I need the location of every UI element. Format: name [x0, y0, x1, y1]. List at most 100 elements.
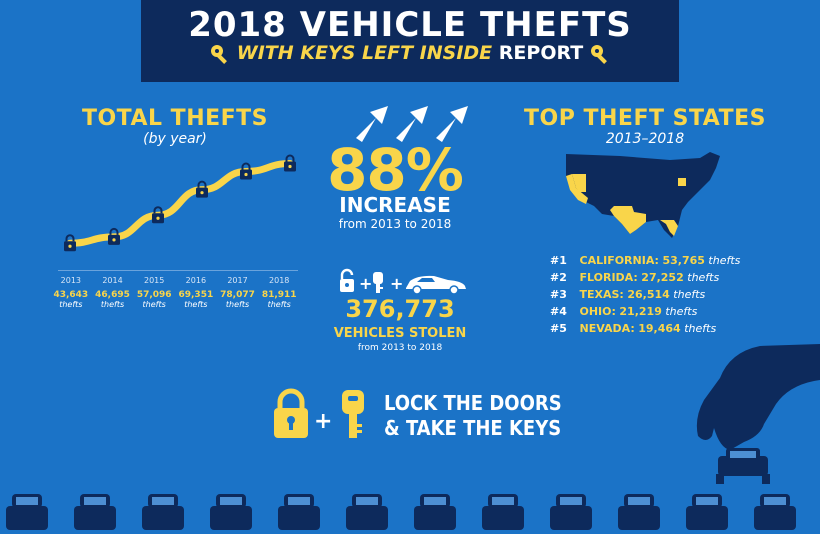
state-unit: thefts	[665, 305, 698, 318]
subtitle-rest: REPORT	[498, 42, 584, 64]
thefts-line-chart	[64, 154, 296, 252]
state-name: CALIFORNIA:	[579, 254, 659, 267]
data-label-value: 78,077	[220, 290, 255, 300]
state-name: FLORIDA:	[579, 271, 638, 284]
vehicles-stolen-label: VEHICLES STOLEN	[333, 326, 467, 341]
theft-equation: + +	[340, 268, 466, 295]
x-tick-label: 2016	[185, 276, 207, 285]
car-key-icon	[342, 390, 364, 438]
vehicles-stolen-total: 376,773	[345, 295, 455, 323]
data-label-value: 81,911	[261, 290, 297, 300]
car-icon	[406, 275, 466, 295]
parked-car-icon	[346, 494, 388, 530]
data-label-unit: thefts	[100, 300, 125, 309]
state-rank: #3	[550, 288, 567, 301]
cta-line-1: LOCK THE DOORS	[384, 391, 562, 415]
list-item: #4 OHIO: 21,219 thefts	[550, 303, 740, 320]
state-rank: #1	[550, 254, 567, 267]
state-unit: thefts	[687, 271, 720, 284]
state-unit: thefts	[708, 254, 741, 267]
parked-car-icon	[210, 494, 252, 530]
data-label-unit: thefts	[225, 300, 250, 309]
list-item: #5 NEVADA: 19,464 thefts	[550, 320, 740, 337]
page-title: 2018 VEHICLE THEFTS	[188, 5, 632, 45]
ohio-state	[678, 178, 686, 186]
parked-car-icon	[550, 494, 592, 530]
top-states-title: TOP THEFT STATES	[524, 106, 766, 131]
increase-label: INCREASE	[339, 193, 451, 217]
page-subtitle: WITH KEYS LEFT INSIDE REPORT	[141, 42, 679, 65]
data-label: 81,911 thefts	[258, 290, 300, 309]
data-point-padlock-icon	[284, 154, 296, 172]
data-label-value: 46,695	[95, 290, 130, 300]
x-tick-label: 2015	[144, 276, 165, 285]
data-label-value: 69,351	[178, 290, 214, 300]
chart-baseline	[58, 270, 298, 271]
state-unit: thefts	[684, 322, 717, 335]
value-labels: 43,643 thefts 46,695 thefts 57,096 thefts 69,3…	[50, 290, 300, 309]
data-label: 46,695 thefts	[92, 290, 134, 309]
texas-state	[610, 206, 646, 234]
data-label-unit: thefts	[59, 300, 83, 309]
data-label: 57,096 thefts	[133, 290, 175, 309]
data-point-padlock-icon	[196, 180, 208, 198]
data-label-value: 57,096	[136, 290, 172, 300]
state-count: 21,219	[619, 305, 662, 318]
data-label: 69,351 thefts	[175, 290, 217, 309]
data-label-unit: thefts	[184, 300, 208, 309]
key-icon	[591, 44, 608, 64]
thefts-series-line	[66, 160, 294, 247]
parked-car-icon	[482, 494, 524, 530]
x-tick-label: 2017	[227, 276, 248, 285]
svg-text:+: +	[390, 274, 403, 293]
parked-car-icon	[142, 494, 184, 530]
state-rank: #2	[550, 271, 567, 284]
data-label: 43,643 thefts	[50, 290, 92, 309]
state-unit: thefts	[673, 288, 706, 301]
list-item: #1 CALIFORNIA: 53,765 thefts	[550, 252, 740, 269]
parked-cars-row	[6, 494, 796, 530]
total-thefts-title: TOTAL THEFTS	[81, 106, 269, 131]
parked-car-icon	[686, 494, 728, 530]
data-label-unit: thefts	[267, 300, 291, 309]
cta-line-2: & TAKE THE KEYS	[384, 416, 562, 440]
nevada-state	[572, 174, 586, 192]
state-count: 19,464	[638, 322, 681, 335]
key-icon	[210, 44, 227, 64]
list-item: #3 TEXAS: 26,514 thefts	[550, 286, 740, 303]
data-point-padlock-icon	[240, 162, 252, 180]
lock-plus-key-graphic: +	[274, 388, 364, 438]
svg-text:+: +	[314, 409, 332, 434]
top-states-subtitle: 2013–2018	[605, 131, 685, 147]
x-tick-label: 2013	[60, 276, 82, 285]
florida-state	[660, 220, 678, 236]
toy-car-icon	[716, 448, 770, 484]
usa-map	[566, 152, 720, 238]
key-fob-icon	[373, 272, 383, 293]
hand-reaching-icon	[696, 344, 820, 484]
parked-car-icon	[74, 494, 116, 530]
data-point-padlock-icon	[152, 206, 164, 224]
state-count: 27,252	[641, 271, 684, 284]
parked-car-icon	[6, 494, 48, 530]
svg-text:+: +	[359, 274, 372, 293]
data-point-padlock-icon	[108, 227, 120, 245]
cta-text: LOCK THE DOORS & TAKE THE KEYS	[384, 391, 562, 441]
vehicles-stolen-subtext: from 2013 to 2018	[357, 343, 443, 353]
state-count: 53,765	[662, 254, 705, 267]
increase-subtext: from 2013 to 2018	[338, 217, 452, 231]
state-count: 26,514	[627, 288, 670, 301]
list-item: #2 FLORIDA: 27,252 thefts	[550, 269, 740, 286]
parked-car-icon	[414, 494, 456, 530]
state-name: OHIO:	[579, 305, 616, 318]
unlocked-padlock-icon	[340, 268, 354, 292]
state-rank: #4	[550, 305, 567, 318]
subtitle-highlight: WITH KEYS LEFT INSIDE	[236, 42, 493, 64]
state-name: NEVADA:	[579, 322, 635, 335]
state-name: TEXAS:	[579, 288, 624, 301]
year-labels: 2013 2014 2015 2016 2017 2018	[50, 276, 300, 285]
parked-car-icon	[618, 494, 660, 530]
data-label: 78,077 thefts	[217, 290, 259, 309]
data-point-padlock-icon	[64, 234, 76, 252]
data-label-value: 43,643	[53, 290, 89, 300]
